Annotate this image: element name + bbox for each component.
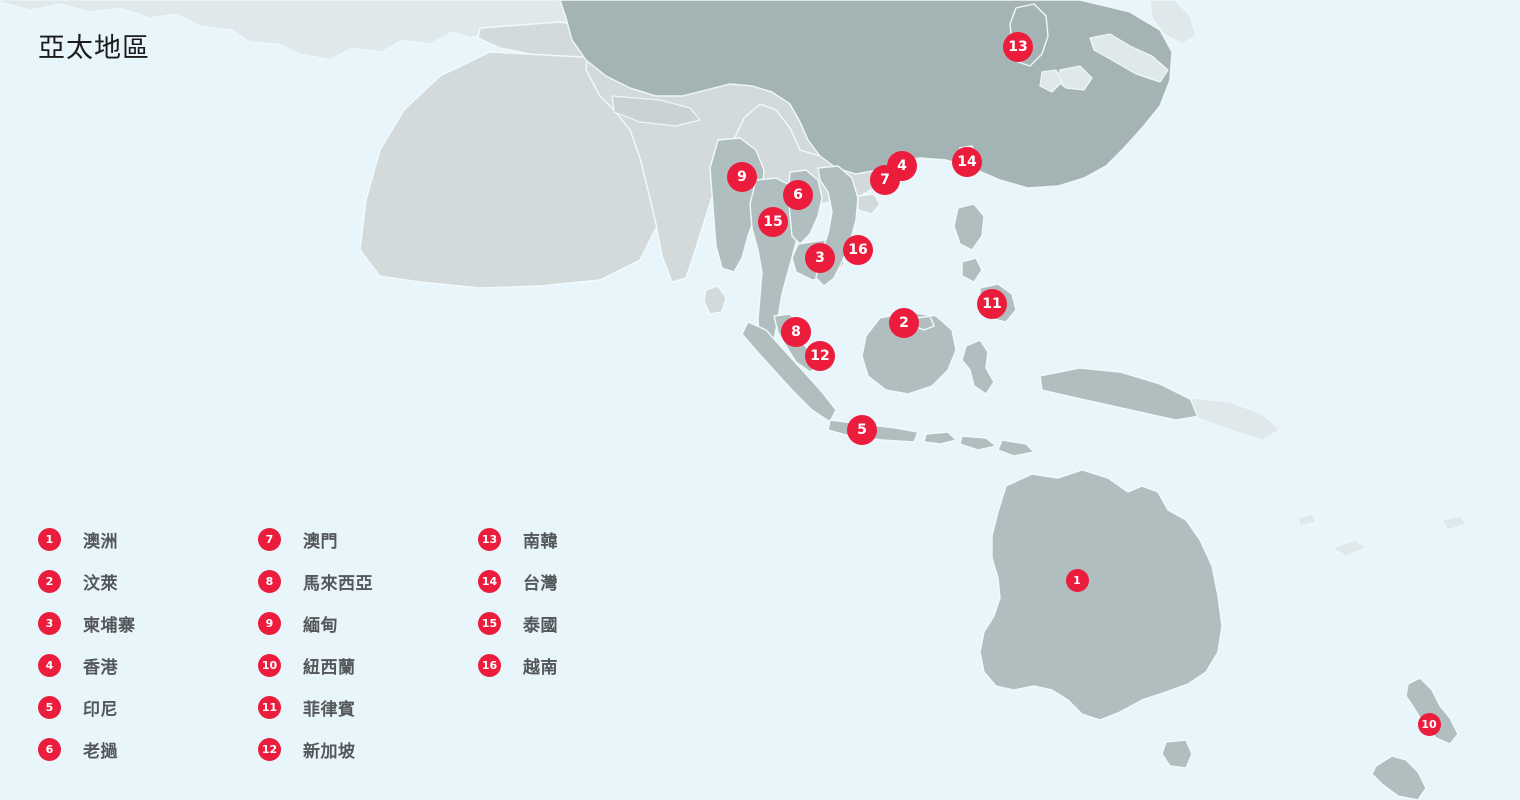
legend-item-6[interactable]: 6 老撾 — [38, 728, 258, 770]
legend-label-8: 馬來西亞 — [303, 573, 373, 594]
legend-item-1[interactable]: 1 澳洲 — [38, 518, 258, 560]
legend-column-1: 1 澳洲 2 汶萊 3 柬埔寨 4 香港 5 印尼 6 老撾 — [38, 518, 258, 770]
legend-item-8[interactable]: 8 馬來西亞 — [258, 560, 478, 602]
island-sri-lanka — [703, 285, 727, 315]
legend-label-4: 香港 — [83, 657, 118, 678]
map-marker-9[interactable]: 9 — [727, 162, 757, 192]
map-marker-7[interactable]: 7 — [870, 165, 900, 195]
legend-label-1: 澳洲 — [83, 531, 118, 552]
legend-label-10: 紐西蘭 — [303, 657, 356, 678]
country-australia — [979, 469, 1223, 721]
legend-item-15[interactable]: 15 泰國 — [478, 602, 698, 644]
page-title: 亞太地區 — [38, 33, 150, 64]
map-marker-12[interactable]: 12 — [805, 341, 835, 371]
islands-lesser-sunda — [923, 431, 1036, 457]
legend-badge-3: 3 — [38, 611, 61, 635]
legend-item-9[interactable]: 9 緬甸 — [258, 602, 478, 644]
island-kyushu — [1039, 69, 1063, 93]
legend-item-12[interactable]: 12 新加坡 — [258, 728, 478, 770]
map-marker-16[interactable]: 16 — [843, 235, 873, 265]
legend-label-12: 新加坡 — [303, 741, 356, 762]
legend-badge-11: 11 — [258, 695, 281, 719]
legend-label-7: 澳門 — [303, 531, 338, 552]
map-marker-2[interactable]: 2 — [889, 308, 919, 338]
legend-label-5: 印尼 — [83, 699, 118, 720]
legend-badge-4: 4 — [38, 653, 61, 677]
map-marker-14[interactable]: 14 — [952, 147, 982, 177]
legend-badge-7: 7 — [258, 527, 281, 551]
legend-label-13: 南韓 — [523, 531, 558, 552]
legend-column-3: 13 南韓 14 台灣 15 泰國 16 越南 — [478, 518, 698, 770]
island-hainan — [857, 193, 881, 215]
legend-item-11[interactable]: 11 菲律賓 — [258, 686, 478, 728]
map-marker-8[interactable]: 8 — [781, 317, 811, 347]
legend-label-15: 泰國 — [523, 615, 558, 636]
island-tasmania — [1161, 739, 1193, 769]
legend-item-4[interactable]: 4 香港 — [38, 644, 258, 686]
legend-label-16: 越南 — [523, 657, 558, 678]
legend-badge-2: 2 — [38, 569, 61, 593]
legend-badge-15: 15 — [478, 611, 501, 635]
legend-badge-16: 16 — [478, 653, 501, 677]
island-papua — [1039, 367, 1202, 421]
country-legend: 1 澳洲 2 汶萊 3 柬埔寨 4 香港 5 印尼 6 老撾 7 澳門 8 馬來西亞 9 緬甸 10 紐西蘭 11 菲律賓… — [38, 518, 698, 770]
legend-badge-14: 14 — [478, 569, 501, 593]
map-marker-15[interactable]: 15 — [758, 207, 788, 237]
legend-label-14: 台灣 — [523, 573, 558, 594]
legend-badge-12: 12 — [258, 737, 281, 761]
legend-label-11: 菲律賓 — [303, 699, 356, 720]
legend-item-2[interactable]: 2 汶萊 — [38, 560, 258, 602]
legend-item-10[interactable]: 10 紐西蘭 — [258, 644, 478, 686]
legend-item-3[interactable]: 3 柬埔寨 — [38, 602, 258, 644]
legend-badge-9: 9 — [258, 611, 281, 635]
legend-item-7[interactable]: 7 澳門 — [258, 518, 478, 560]
legend-badge-8: 8 — [258, 569, 281, 593]
map-marker-3[interactable]: 3 — [805, 243, 835, 273]
legend-item-14[interactable]: 14 台灣 — [478, 560, 698, 602]
map-marker-10[interactable]: 10 — [1417, 712, 1441, 736]
legend-label-9: 緬甸 — [303, 615, 338, 636]
legend-badge-1: 1 — [38, 527, 61, 551]
legend-label-3: 柬埔寨 — [83, 615, 136, 636]
legend-badge-13: 13 — [478, 527, 501, 551]
map-marker-1[interactable]: 1 — [1065, 568, 1089, 592]
island-borneo — [861, 311, 957, 395]
map-marker-13[interactable]: 13 — [1003, 32, 1033, 62]
country-new-zealand — [1371, 677, 1459, 800]
islands-pacific — [1297, 513, 1467, 557]
legend-badge-10: 10 — [258, 653, 281, 677]
legend-item-16[interactable]: 16 越南 — [478, 644, 698, 686]
legend-badge-6: 6 — [38, 737, 61, 761]
island-papua-east — [1189, 397, 1282, 441]
map-marker-11[interactable]: 11 — [977, 289, 1007, 319]
legend-label-2: 汶萊 — [83, 573, 118, 594]
legend-item-13[interactable]: 13 南韓 — [478, 518, 698, 560]
legend-column-2: 7 澳門 8 馬來西亞 9 緬甸 10 紐西蘭 11 菲律賓 12 新加坡 — [258, 518, 478, 770]
legend-item-5[interactable]: 5 印尼 — [38, 686, 258, 728]
landmass-nepal — [611, 95, 702, 127]
map-marker-6[interactable]: 6 — [783, 180, 813, 210]
legend-badge-5: 5 — [38, 695, 61, 719]
legend-label-6: 老撾 — [83, 741, 118, 762]
map-marker-5[interactable]: 5 — [847, 415, 877, 445]
island-sulawesi — [961, 339, 995, 395]
